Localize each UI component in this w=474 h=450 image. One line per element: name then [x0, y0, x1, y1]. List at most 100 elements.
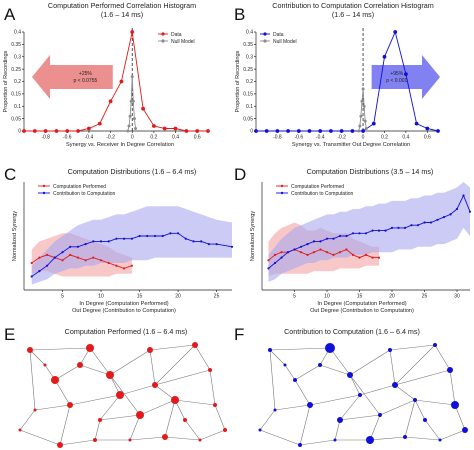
- data-point-d-1: [267, 267, 270, 270]
- legend-marker-d: [280, 184, 284, 188]
- data-point-d-1: [371, 229, 374, 232]
- legend-label-c: Contribution to Computation: [53, 191, 115, 197]
- data-point-c-1: [61, 251, 64, 254]
- y-tick-label-a: 0.1: [14, 104, 21, 110]
- series-line-d-1: [268, 194, 471, 269]
- data-point-c-1: [161, 234, 164, 238]
- panel-label-f: F: [234, 325, 244, 344]
- data-point-a-0: [152, 124, 156, 128]
- network-edge: [89, 347, 111, 376]
- x-tick-label-c: 5: [61, 294, 64, 300]
- series-line-b-1: [358, 88, 367, 132]
- x-axis-label-c: In Degree (Computation Performed): [79, 301, 168, 307]
- network-edge: [414, 399, 456, 406]
- data-point-b-0: [436, 129, 440, 133]
- y-tick-label-b: 0.25: [243, 67, 253, 73]
- network-edge: [164, 399, 176, 438]
- data-point-d-1: [468, 210, 472, 213]
- network-edge: [394, 369, 451, 386]
- network-node: [462, 427, 468, 433]
- data-point-d-1: [449, 213, 452, 216]
- network-node: [447, 367, 453, 373]
- network-edge: [299, 439, 336, 446]
- network-edge: [434, 344, 451, 371]
- network-edge: [184, 419, 201, 441]
- data-point-b-0: [329, 129, 333, 133]
- network-edge: [454, 404, 466, 431]
- network-edge: [149, 349, 156, 386]
- data-point-d-1: [345, 234, 348, 238]
- x-tick-label-a: 0.2: [150, 135, 157, 141]
- data-point-a-1: [128, 114, 132, 118]
- data-point-a-0: [54, 129, 59, 133]
- data-point-d-1: [423, 221, 426, 224]
- network-edge: [329, 347, 351, 376]
- network-node: [413, 398, 417, 402]
- data-point-b-1: [361, 87, 365, 91]
- data-point-c-1: [200, 240, 203, 243]
- network-edge: [79, 364, 111, 376]
- y-axis-label-a: Proportion of Recordings: [3, 50, 9, 112]
- network-edge: [29, 349, 36, 411]
- chart-a: Computation Performed Correlation Histog…: [3, 1, 210, 148]
- y-tick-label-b: 0.2: [246, 79, 253, 85]
- x-tick-label-c: 15: [137, 294, 143, 300]
- data-point-d-0: [306, 253, 309, 256]
- data-point-c-0: [92, 256, 95, 259]
- data-point-a-1: [131, 99, 135, 103]
- legend-marker-c: [42, 184, 46, 188]
- network-edge: [109, 349, 151, 376]
- data-point-c-0: [130, 264, 133, 267]
- y-tick-label-b: 0.15: [243, 92, 253, 98]
- x-tick-label-c: 20: [175, 294, 181, 300]
- data-point-b-0: [307, 129, 312, 133]
- data-point-b-1: [362, 104, 366, 108]
- network-node: [51, 376, 59, 384]
- network-node: [258, 428, 262, 432]
- data-point-d-1: [436, 218, 439, 221]
- network-edge: [199, 429, 226, 441]
- band-c-1: [31, 206, 233, 285]
- legend-marker-d: [280, 191, 284, 195]
- data-point-c-1: [99, 240, 103, 243]
- network-edge: [334, 419, 341, 441]
- legend-marker-c: [42, 191, 46, 195]
- data-point-d-1: [377, 229, 381, 232]
- y-tick-label-b: 0.4: [246, 30, 253, 36]
- data-point-a-0: [130, 30, 135, 34]
- network-edge: [19, 429, 61, 446]
- data-point-a-0: [108, 99, 113, 104]
- data-point-a-1: [126, 129, 130, 133]
- data-point-a-1: [130, 75, 134, 79]
- network-edge: [369, 436, 406, 441]
- data-point-d-0: [319, 248, 322, 251]
- x-tick-label-b: 0.2: [381, 135, 388, 141]
- data-point-c-0: [84, 259, 87, 262]
- data-point-d-1: [325, 237, 329, 240]
- network-node: [147, 347, 153, 353]
- network-node: [152, 382, 158, 388]
- data-point-a-0: [32, 129, 37, 133]
- network-edge: [439, 429, 466, 441]
- x-tick-label-d: 30: [454, 294, 460, 300]
- y-tick-label-a: 0.15: [11, 92, 21, 98]
- x-tick-label-d: 20: [389, 294, 395, 300]
- network-edge: [349, 374, 361, 396]
- data-point-d-1: [306, 243, 309, 246]
- network-edge: [294, 379, 311, 406]
- arrow-text-b: +95%: [390, 71, 403, 77]
- data-point-c-1: [53, 256, 56, 259]
- data-point-b-0: [414, 121, 419, 126]
- data-point-c-1: [76, 245, 79, 248]
- network-edge: [349, 349, 391, 376]
- data-point-d-1: [384, 229, 387, 232]
- series-line-c-0: [31, 254, 133, 269]
- data-point-c-1: [69, 245, 72, 248]
- network-node: [136, 411, 144, 419]
- data-point-d-1: [403, 226, 407, 229]
- network-edge: [154, 384, 176, 401]
- data-point-d-0: [338, 251, 342, 254]
- y-tick-label-a: 0: [18, 129, 21, 135]
- chart-title-c: Computation Distributions (1.6 – 6.4 ms): [68, 167, 197, 176]
- network-edge: [404, 436, 441, 441]
